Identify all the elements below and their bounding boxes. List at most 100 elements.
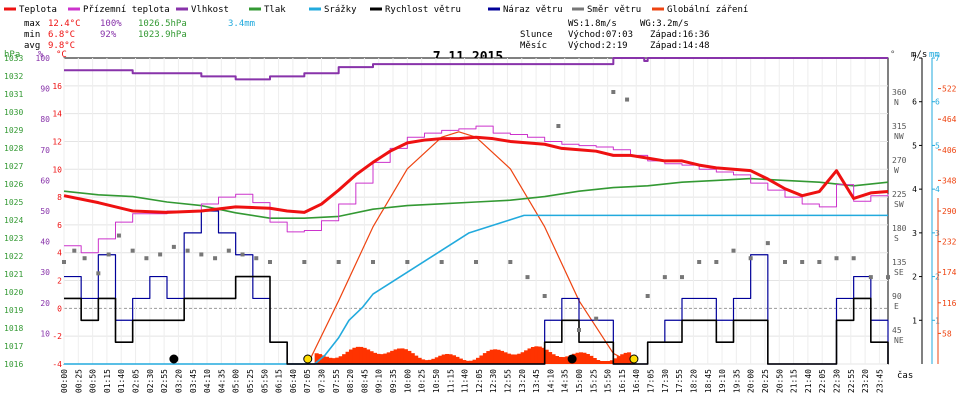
pressure-tick: 1031 [4,90,23,99]
x-tick-label: 21:15 [790,369,799,393]
radiation-bar [548,352,553,364]
x-tick-label: 07:30 [318,369,327,393]
radiation-bar [603,361,608,364]
x-tick-label: 10:50 [432,369,441,393]
radiation-bar [403,349,408,364]
radiation-bar [489,349,494,364]
stat-min-temp: 6.8°C [48,30,75,40]
radiation-bar [520,352,525,364]
direction-tick: 360 [892,88,907,97]
radiation-bar [438,355,443,364]
direction-point [302,260,307,264]
x-tick-label: 03:45 [189,369,198,393]
x-axis-ticks: 00:00 00:25 00:50 01:15 01:40 02:05 02:30 02:55… [60,369,884,393]
radiation-bar [486,351,491,364]
humidity-tick: 50 [40,207,50,216]
radiation-bar [506,353,511,364]
radiation-bar [620,354,625,364]
radiation-bar [335,357,340,364]
radiation-bar [561,357,566,364]
radiation-bar [462,360,467,364]
radiation-bar [493,349,498,364]
wind-axis-label: m/s [911,50,927,60]
radiation-bar [500,350,505,364]
radiation-bar [575,352,580,364]
direction-point [765,241,770,246]
ground-temperature-line [64,125,889,254]
legend-item-3: Tlak [264,5,286,15]
direction-point [886,275,890,280]
direction-point [625,97,630,102]
x-tick-label: 21:40 [804,369,813,393]
radiation-bar [616,356,621,364]
humidity-tick: 80 [40,115,50,124]
wind-tick: 5 [912,141,917,150]
direction-letter: W [894,166,899,175]
humidity-tick: 30 [40,268,50,277]
legend-item-8: Globální záření [667,5,748,15]
direction-point [868,275,873,280]
radiation-bar [513,354,518,364]
pressure-tick: 1021 [4,270,23,279]
sunset-marker [629,354,639,364]
rain-tick: 7 [935,54,940,63]
radiation-bar [592,358,597,364]
radiation-bar [366,349,371,364]
stat-max-press: 1026.5hPa [138,19,187,29]
x-tick-label: 17:30 [661,369,670,393]
x-tick-label: 17:05 [647,369,656,393]
x-tick-label: 13:20 [518,369,527,393]
pressure-tick: 1025 [4,198,23,207]
radiation-bar [314,353,319,364]
radiation-bar [496,349,501,364]
x-tick-label: 23:20 [861,369,870,393]
stat-avg-label: avg [24,41,40,51]
radiation-bar [565,356,570,364]
x-tick-label: 00:50 [89,369,98,393]
direction-point [144,256,149,261]
time-axis-label: čas [897,370,913,381]
direction-point [130,248,135,253]
x-tick-label: 02:55 [160,369,169,393]
x-tick-label: 16:40 [632,369,641,393]
moonrise-marker [169,354,179,364]
radiation-bar [582,352,587,364]
radiation-bar [465,360,470,364]
radiation-bar [503,352,508,364]
stat-avg-temp: 9.8°C [48,41,75,51]
radiation-tick: 174 [942,268,957,277]
x-tick-label: 19:35 [732,369,741,393]
x-tick-label: 05:00 [232,369,241,393]
radiation-bar [410,353,415,364]
direction-point [213,256,218,261]
radiation-bar [331,358,336,364]
radiation-bar [424,360,429,364]
temperature-tick: -2 [52,332,62,341]
radiation-bar [609,360,614,364]
axes: 1016101710181019102010211022102310241025… [4,54,957,369]
x-tick-label: 01:40 [117,369,126,393]
x-tick-label: 00:25 [74,369,83,393]
pressure-tick: 1022 [4,252,23,261]
info-moon-rise: Východ:2:19 [568,41,628,51]
humidity-tick: 10 [40,329,50,338]
radiation-bar [359,346,364,364]
temperature-tick: 2 [57,277,62,286]
temperature-tick: 14 [52,110,62,119]
pressure-tick: 1020 [4,288,23,297]
x-tick-label: 05:50 [260,369,269,393]
direction-point [371,260,375,264]
pressure-tick: 1030 [4,108,23,117]
info-wind-gust: WG:3.2m/s [640,19,689,29]
wind-tick: 6 [912,98,917,107]
radiation-tick: 406 [942,146,957,155]
direction-point [226,248,231,253]
direction-point [731,248,736,253]
x-tick-label: 00:00 [60,369,69,393]
radiation-bar [321,355,326,364]
info-block: WS:1.8m/s WG:3.2m/s Slunce Východ:07:03 … [520,19,710,51]
wind-speed-line [64,275,889,365]
humidity-tick: 60 [40,176,50,185]
direction-letter: S [894,234,899,243]
